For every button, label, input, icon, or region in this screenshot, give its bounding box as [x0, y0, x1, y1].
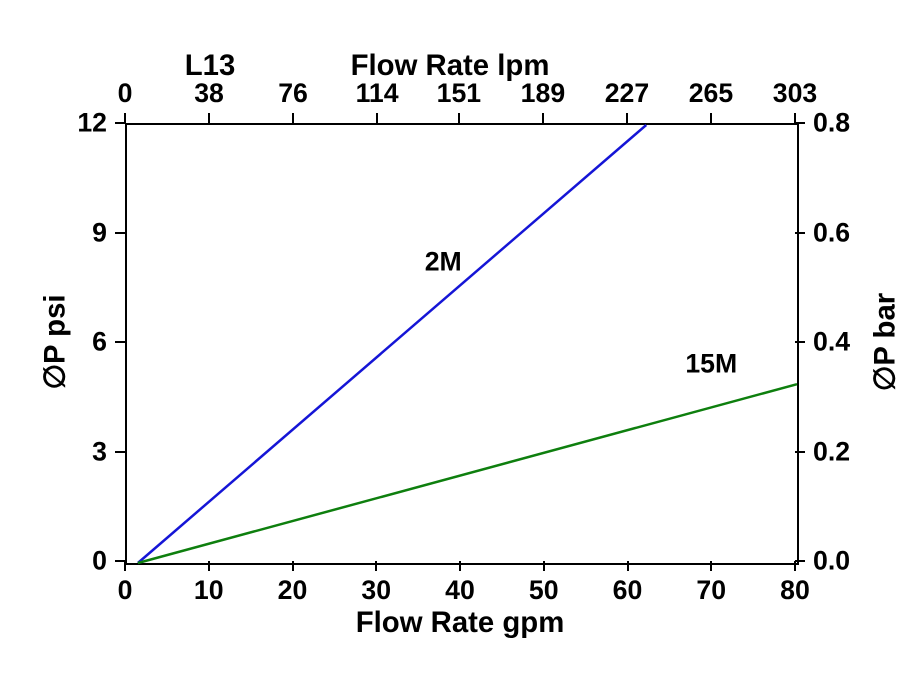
tick-mark	[795, 232, 805, 234]
flow-rate-pressure-chart: L13 Flow Rate lpm Flow Rate gpm ∅P psi ∅…	[0, 0, 914, 678]
tick-mark	[375, 561, 377, 571]
x-bottom-tick-label: 20	[278, 575, 308, 606]
x-bottom-tick-label: 10	[194, 575, 224, 606]
tick-mark	[292, 113, 294, 123]
tick-mark	[115, 122, 125, 124]
y-right-tick-label: 0.0	[813, 546, 850, 577]
x-bottom-tick-label: 30	[361, 575, 391, 606]
x-top-tick-label: 76	[278, 78, 308, 109]
tick-mark	[115, 560, 125, 562]
y-left-axis-title: ∅P psi	[38, 294, 73, 389]
tick-mark	[459, 561, 461, 571]
y-left-tick-label: 0	[92, 546, 107, 577]
series-line-15M	[138, 384, 797, 563]
y-left-tick-label: 9	[92, 217, 107, 248]
tick-mark	[627, 561, 629, 571]
tick-mark	[208, 561, 210, 571]
y-right-tick-label: 0.8	[813, 108, 850, 139]
series-line-2M	[138, 125, 646, 563]
y-right-axis-title: ∅P bar	[868, 293, 903, 391]
y-left-tick-label: 6	[92, 327, 107, 358]
x-bottom-tick-label: 60	[613, 575, 643, 606]
tick-mark	[458, 113, 460, 123]
tick-mark	[542, 113, 544, 123]
tick-mark	[115, 341, 125, 343]
series-lines	[127, 125, 797, 563]
tick-mark	[543, 561, 545, 571]
tick-mark	[626, 113, 628, 123]
x-top-tick-label: 303	[773, 78, 817, 109]
y-right-tick-label: 0.4	[813, 327, 850, 358]
plot-area	[125, 123, 799, 565]
x-bottom-axis-title: Flow Rate gpm	[356, 606, 565, 640]
x-top-tick-label: 227	[605, 78, 649, 109]
tick-mark	[710, 113, 712, 123]
x-bottom-tick-label: 0	[118, 575, 133, 606]
x-top-tick-label: 38	[194, 78, 224, 109]
x-top-tick-label: 265	[689, 78, 733, 109]
tick-mark	[115, 451, 125, 453]
x-top-tick-label: 0	[118, 78, 133, 109]
x-bottom-tick-label: 50	[529, 575, 559, 606]
tick-mark	[795, 451, 805, 453]
x-top-tick-label: 189	[521, 78, 565, 109]
series-label-15M: 15M	[685, 348, 737, 379]
y-right-tick-label: 0.2	[813, 436, 850, 467]
x-bottom-tick-label: 40	[445, 575, 475, 606]
x-bottom-tick-label: 70	[696, 575, 726, 606]
tick-mark	[795, 341, 805, 343]
tick-mark	[376, 113, 378, 123]
tick-mark	[124, 561, 126, 571]
tick-mark	[794, 561, 796, 571]
x-top-tick-label: 151	[437, 78, 481, 109]
series-label-2M: 2M	[425, 246, 462, 277]
y-left-tick-label: 12	[77, 108, 107, 139]
tick-mark	[710, 561, 712, 571]
y-left-tick-label: 3	[92, 436, 107, 467]
tick-mark	[795, 122, 805, 124]
y-right-tick-label: 0.6	[813, 217, 850, 248]
tick-mark	[795, 560, 805, 562]
x-bottom-tick-label: 80	[780, 575, 810, 606]
tick-mark	[115, 232, 125, 234]
tick-mark	[292, 561, 294, 571]
x-top-tick-label: 114	[356, 78, 399, 109]
tick-mark	[208, 113, 210, 123]
